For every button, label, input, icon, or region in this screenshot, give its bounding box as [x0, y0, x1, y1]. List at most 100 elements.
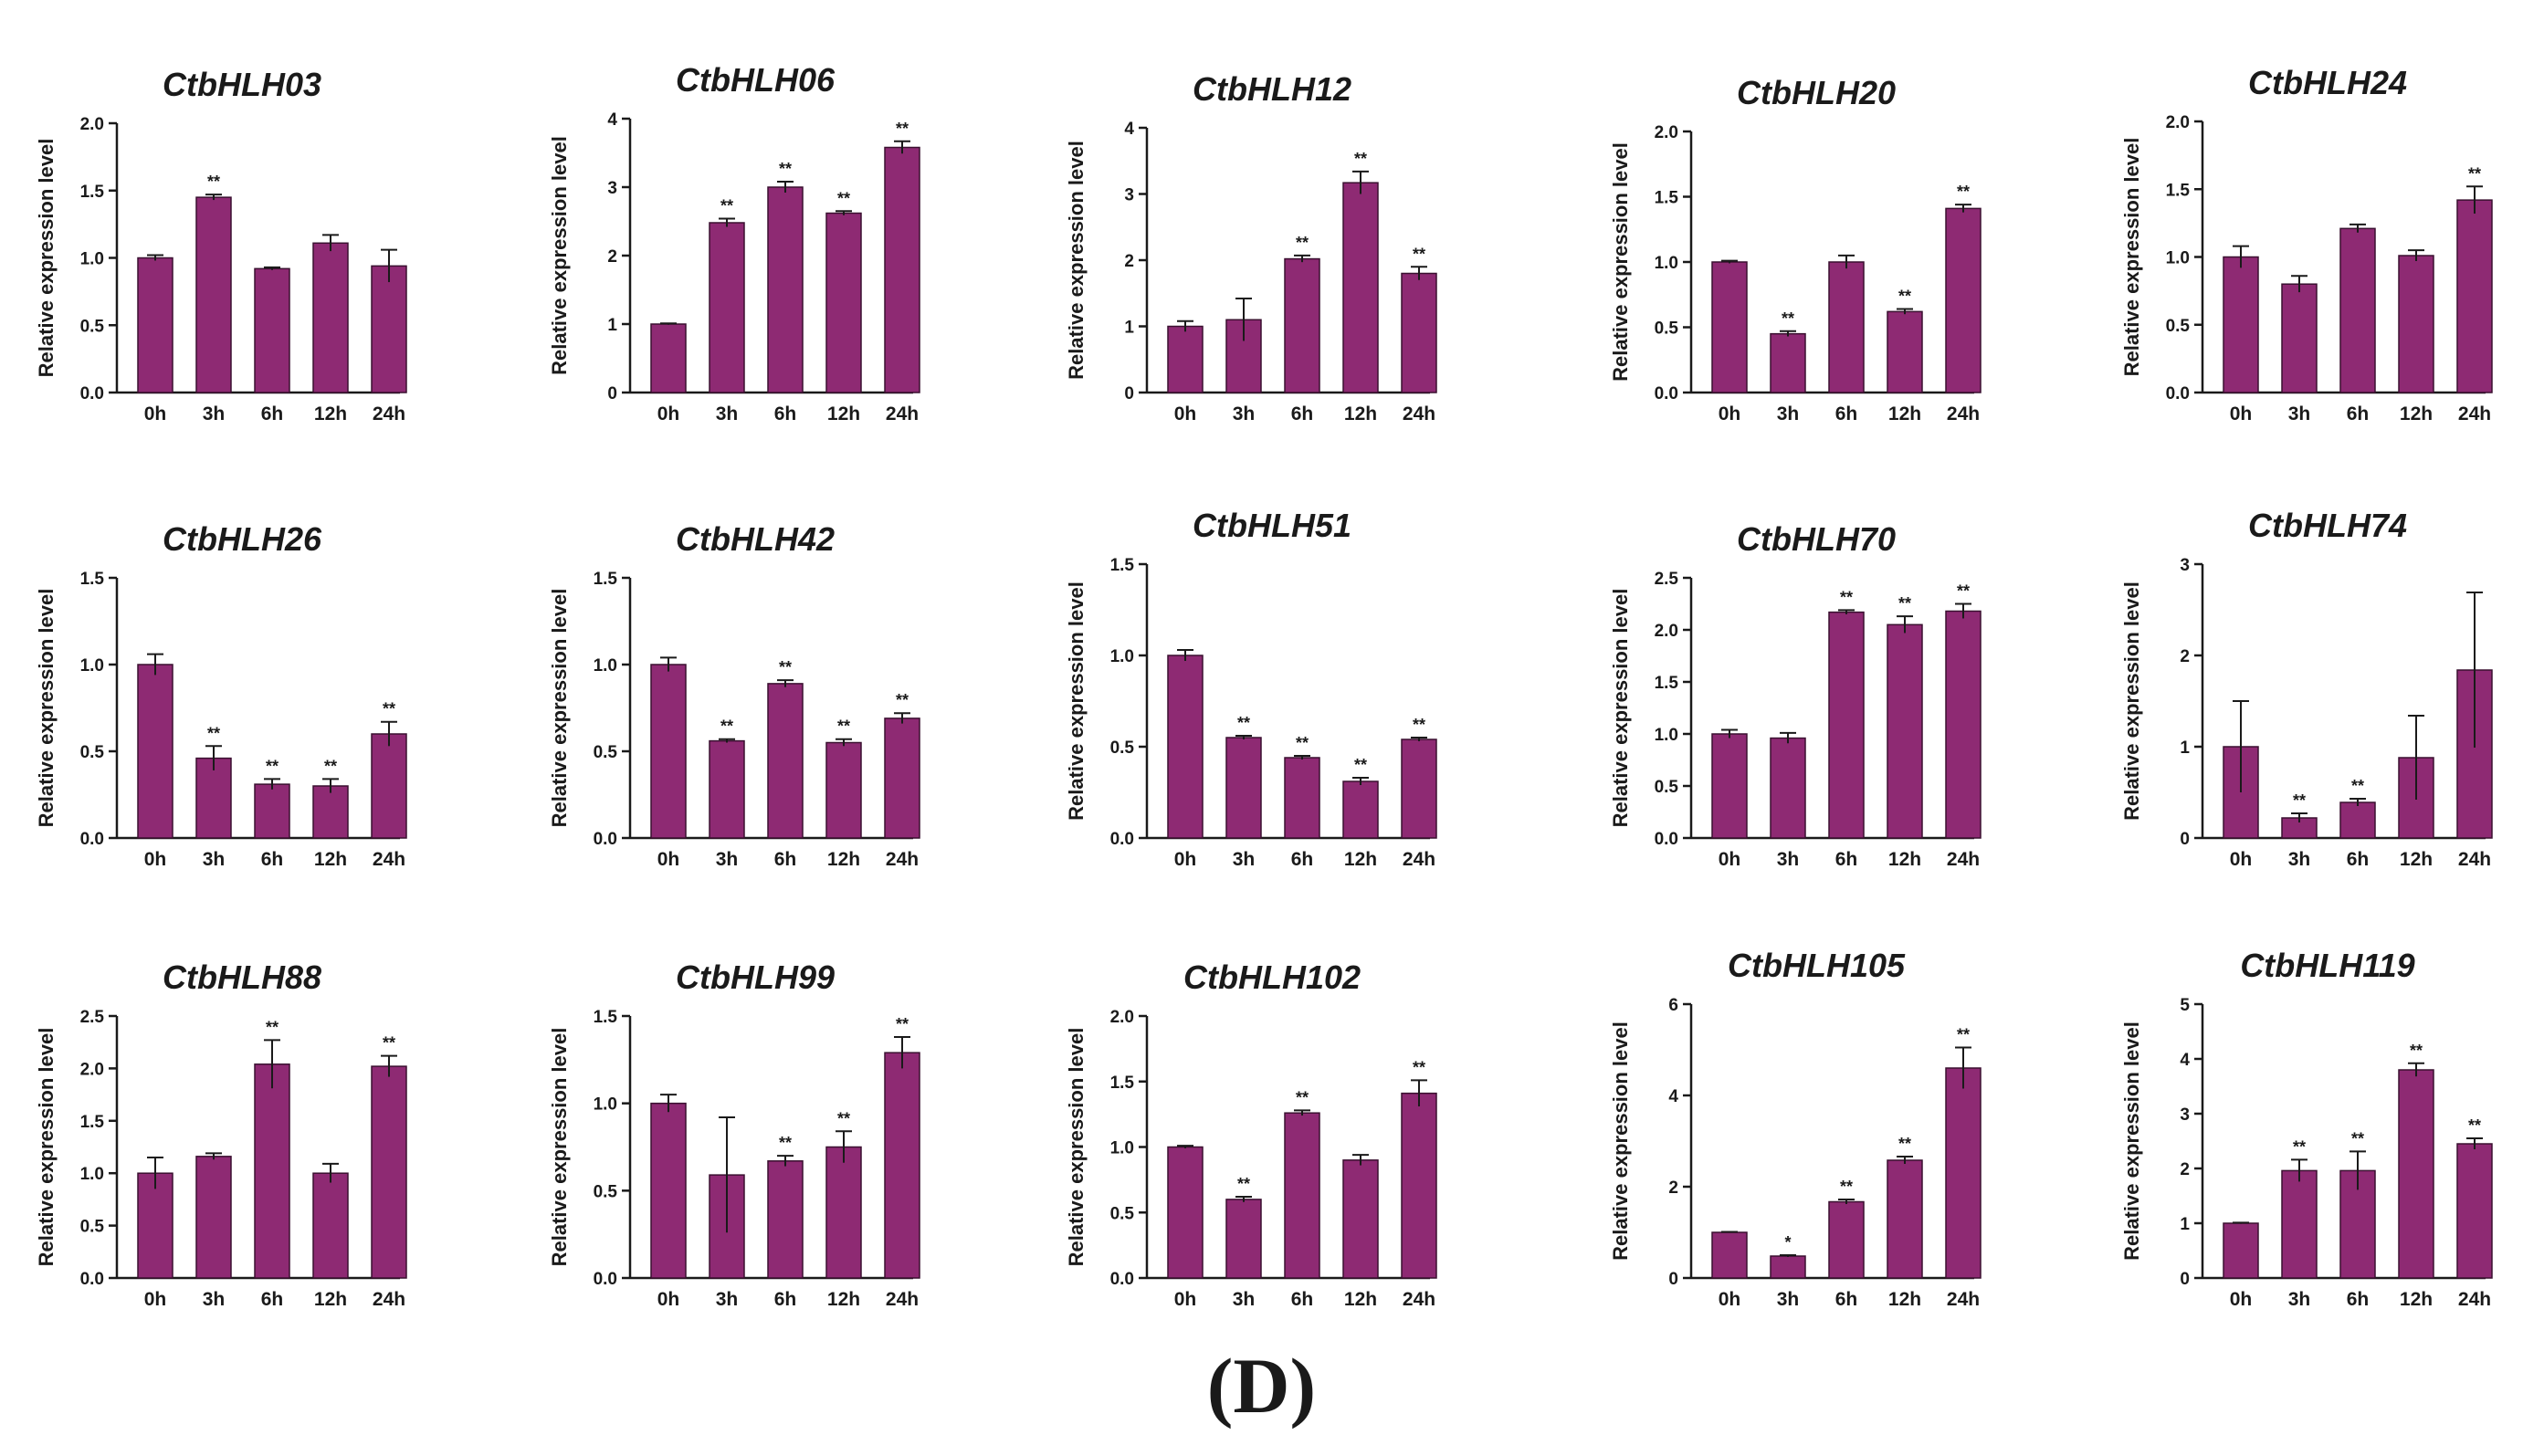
bar [1945, 207, 1982, 393]
panel-label: (D) [1206, 1342, 1317, 1430]
bar [2339, 227, 2376, 393]
chart-title: CtbHLH99 [676, 958, 835, 996]
significance-marker: ** [383, 1034, 395, 1053]
y-tick-label: 0.0 [594, 830, 617, 849]
y-tick-label: 2.0 [80, 1060, 104, 1079]
bar [137, 664, 173, 839]
bar [1711, 1231, 1748, 1279]
y-axis-label: Relative expression level [35, 139, 58, 378]
significance-marker: ** [779, 160, 792, 178]
y-tick-label: 2.0 [2166, 113, 2190, 132]
x-tick-label: 3h [2288, 849, 2311, 870]
significance-marker: ** [896, 1015, 909, 1033]
y-axis-label: Relative expression level [1065, 1028, 1088, 1267]
y-tick-label: 4 [607, 110, 617, 130]
chart-ctbhlh105: CtbHLH105 Relative expression level 0 2 4 6 0h… [1609, 947, 1982, 1310]
x-tick-label: 12h [314, 403, 347, 424]
bar [254, 1063, 290, 1279]
significance-marker: ** [1413, 245, 1425, 263]
bar [884, 146, 920, 393]
x-tick-label: 12h [314, 1289, 347, 1310]
x-tick-label: 12h [314, 849, 347, 870]
x-tick-label: 6h [1835, 1289, 1858, 1310]
bar [1284, 257, 1320, 393]
bar [371, 733, 407, 839]
x-tick-label: 0h [1719, 403, 1741, 424]
y-tick-label: 2.5 [1655, 570, 1679, 589]
y-tick-label: 0.0 [1655, 384, 1678, 403]
x-tick-label: 24h [1947, 403, 1980, 424]
chart-ctbhlh70: CtbHLH70 Relative expression level 0.0 0.5 1… [1609, 520, 1982, 870]
x-tick-label: 3h [1777, 1289, 1800, 1310]
significance-marker: ** [2410, 1042, 2423, 1060]
chart-title: CtbHLH26 [163, 520, 322, 558]
chart-title: CtbHLH74 [2248, 507, 2407, 544]
bar [312, 1172, 349, 1279]
bar [884, 1052, 920, 1279]
x-tick-label: 24h [2458, 849, 2491, 870]
bar [1342, 780, 1379, 839]
bar [1770, 1255, 1806, 1279]
x-tick-label: 0h [657, 403, 680, 424]
x-tick-label: 12h [827, 1289, 860, 1310]
bar [1342, 1159, 1379, 1279]
significance-marker: ** [207, 173, 220, 191]
y-tick-label: 0 [2180, 1270, 2190, 1289]
y-tick-label: 1.0 [1655, 726, 1678, 745]
bar [2223, 1222, 2259, 1279]
x-tick-label: 12h [827, 849, 860, 870]
y-tick-label: 2 [2180, 647, 2190, 666]
chart-ctbhlh03: CtbHLH03 Relative expression level 0.0 0.5 1… [35, 66, 407, 424]
y-tick-label: 1.0 [594, 656, 617, 676]
significance-marker: ** [720, 197, 733, 215]
y-tick-label: 1.0 [1110, 1139, 1134, 1158]
bar [2456, 199, 2493, 393]
x-tick-label: 24h [886, 403, 919, 424]
x-tick-label: 3h [203, 849, 226, 870]
x-tick-label: 24h [1403, 1289, 1435, 1310]
bar [254, 267, 290, 393]
significance-marker: ** [2468, 1116, 2481, 1135]
x-tick-label: 3h [203, 403, 226, 424]
y-tick-label: 2.0 [1655, 123, 1678, 142]
bar [1225, 737, 1262, 839]
chart-title: CtbHLH51 [1193, 507, 1351, 544]
significance-marker: * [1784, 1233, 1791, 1252]
significance-marker: ** [1413, 1058, 1425, 1076]
significance-marker: ** [324, 757, 337, 775]
y-tick-label: 1.0 [80, 250, 104, 269]
x-tick-label: 0h [1174, 849, 1197, 870]
bar [1284, 757, 1320, 839]
significance-marker: ** [779, 658, 792, 676]
bar [2456, 1143, 2493, 1279]
x-tick-label: 24h [2458, 403, 2491, 424]
y-tick-label: 0.5 [1655, 319, 1679, 339]
x-tick-label: 0h [144, 849, 167, 870]
y-tick-label: 3 [607, 179, 617, 198]
chart-ctbhlh51: CtbHLH51 Relative expression level 0.0 0.5 1… [1065, 507, 1437, 870]
bar [1828, 1200, 1865, 1279]
x-tick-label: 6h [2347, 1289, 2370, 1310]
y-tick-label: 0.5 [594, 1182, 618, 1201]
bar [1342, 182, 1379, 393]
x-tick-label: 12h [1344, 849, 1377, 870]
x-tick-label: 6h [1291, 849, 1314, 870]
y-tick-label: 1.5 [1655, 189, 1679, 208]
y-tick-label: 1.5 [80, 570, 105, 589]
x-tick-label: 0h [2230, 1289, 2253, 1310]
bar [312, 242, 349, 393]
bar [1711, 261, 1748, 393]
y-tick-label: 5 [2180, 996, 2190, 1015]
x-tick-label: 12h [1888, 849, 1921, 870]
x-tick-label: 12h [1888, 1289, 1921, 1310]
significance-marker: ** [1296, 734, 1309, 752]
x-tick-label: 0h [144, 403, 167, 424]
bar [2223, 256, 2259, 393]
y-tick-label: 2 [1668, 1178, 1678, 1198]
significance-marker: ** [837, 189, 850, 207]
significance-marker: ** [266, 757, 279, 775]
y-tick-label: 0 [1668, 1270, 1678, 1289]
x-tick-label: 0h [1719, 849, 1741, 870]
y-tick-label: 0.5 [80, 1218, 105, 1237]
bar [650, 664, 687, 839]
